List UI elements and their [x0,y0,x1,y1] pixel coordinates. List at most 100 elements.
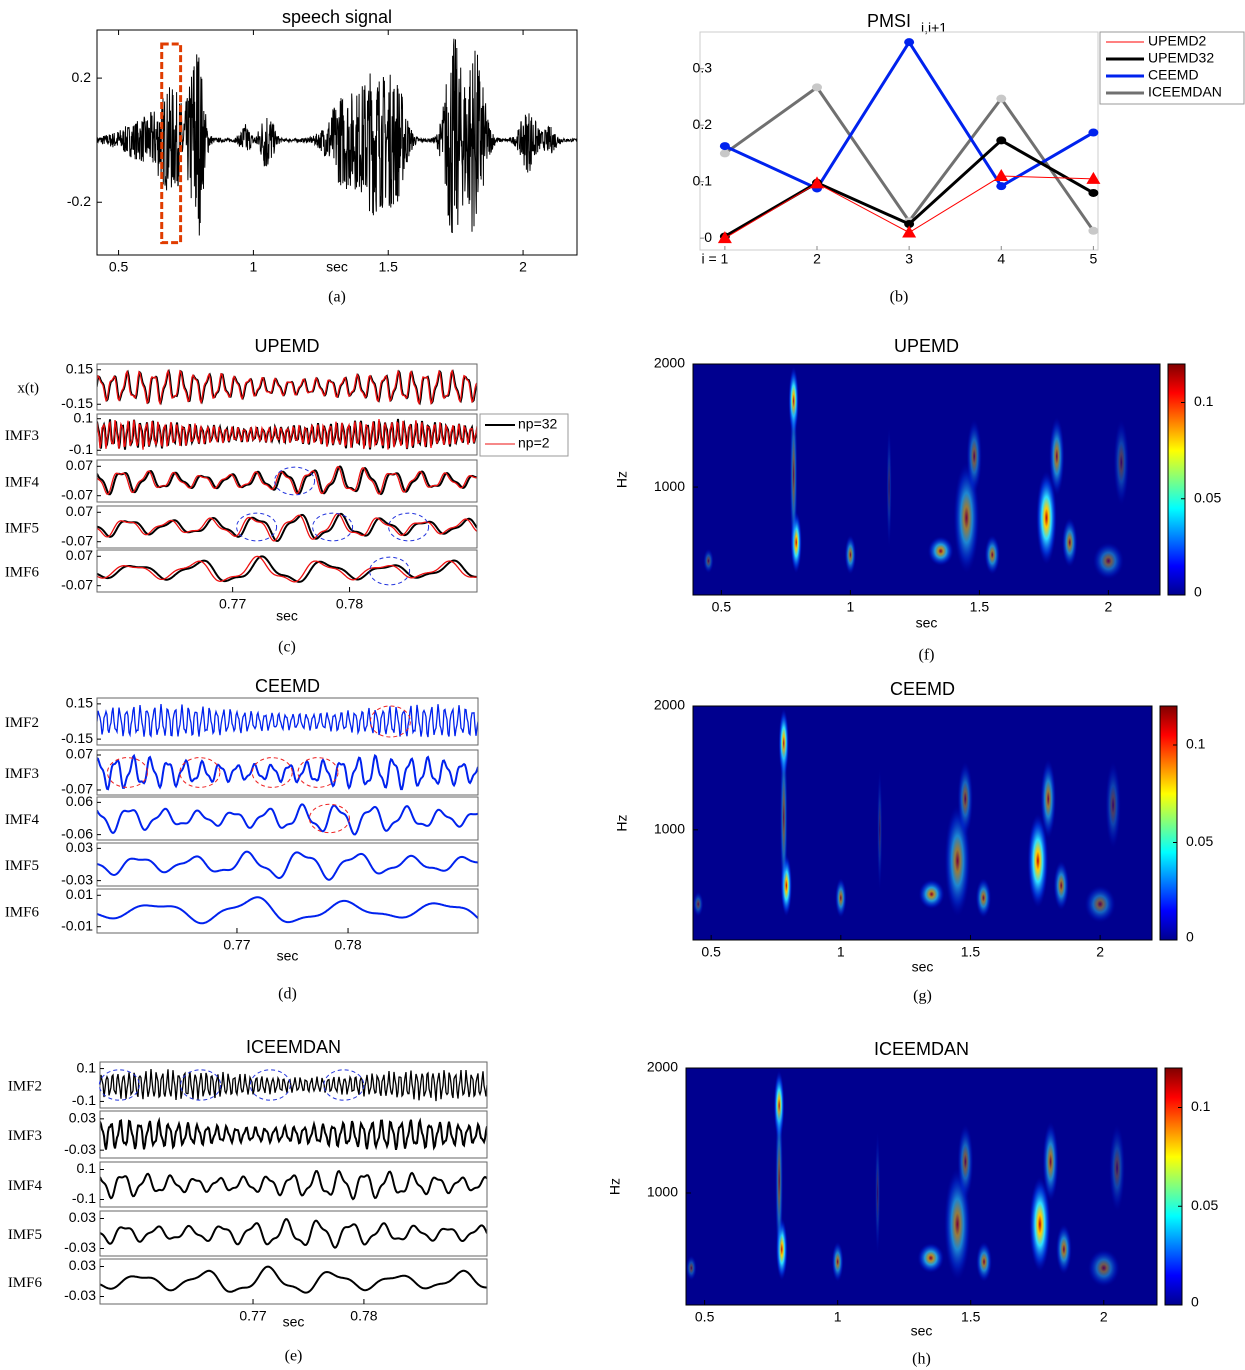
energy-blob [703,548,714,574]
energy-blob [1087,1249,1120,1287]
legend-box [479,413,569,457]
legend-label: np=32 [518,416,558,432]
component-trace [97,555,477,583]
component-trace [97,896,478,925]
energy-blob [1040,759,1057,839]
y-tick-label: 0.03 [69,1257,96,1273]
subplot-frame [96,413,478,456]
energy-blob [1092,542,1124,580]
energy-blob [917,1243,945,1273]
panel-title: CEEMD [890,679,955,699]
x-axis-label: sec [276,608,298,624]
energy-blob [1027,813,1049,908]
panel-title-subscript: i,i+1 [921,20,947,36]
y-tick-label: -0.1 [72,1092,96,1108]
marker [812,83,823,92]
annotation-ellipse [98,1069,140,1101]
row-label: x(t) [17,380,39,396]
caption: (a) [328,289,346,306]
subplot-frame [96,888,479,934]
colorbar-tick-label: 0.05 [1191,1197,1218,1213]
y-tick-label: 0.1 [77,1059,97,1075]
colorbar-tick-label: 0 [1194,584,1202,600]
energy-blob [927,536,954,566]
caption: (e) [285,1348,303,1365]
y-tick-label: 0.06 [66,793,93,809]
subplot-frame [96,697,479,746]
component-trace [97,465,477,496]
component-trace [100,1169,487,1201]
x-tick-label: 0.78 [336,596,363,612]
y-tick-label: 0.1 [693,172,713,188]
y-tick-label: 0.07 [66,457,93,473]
marker [994,169,1009,182]
x-tick-label: 0.5 [695,1309,715,1325]
row-label: IMF5 [5,520,39,536]
row-label: IMF4 [8,1178,43,1194]
component-trace [100,1265,487,1294]
spectrogram [693,364,1160,595]
caption: (b) [890,289,909,306]
energy-blob [976,1241,993,1282]
y-tick-label: 0.1 [77,1160,97,1176]
y-tick-label: 2000 [654,697,685,713]
y-tick-label: -0.06 [61,825,93,841]
marker [996,182,1007,191]
row-label: IMF5 [8,1227,42,1243]
colorbar-tick-label: 0 [1191,1294,1199,1310]
marker [996,136,1007,145]
y-tick-label: -0.2 [67,193,91,209]
y-tick-label: -0.03 [64,1287,96,1303]
x-tick-label: 0.78 [334,937,361,953]
component-trace [97,512,477,542]
y-tick-label: -0.15 [61,395,93,411]
plot-frame [96,29,578,256]
y-tick-label: -0.07 [61,486,93,502]
y-tick-label: -0.03 [61,871,93,887]
panel-title: ICEEMDAN [874,1039,969,1059]
annotation-ellipse [180,1069,222,1101]
colorbar [1167,363,1186,596]
y-axis-label: Hz [607,1178,623,1195]
x-tick-label: 0.5 [109,259,129,275]
plot-frame [692,363,1161,596]
energy-blob [984,535,1001,575]
spectrogram-bg [686,1068,1157,1305]
x-tick-label: 1 [846,599,854,615]
energy-blob [831,1241,844,1282]
marker [902,225,917,238]
energy-blob [1049,416,1065,496]
caption: (c) [278,639,296,656]
legend-label: UPEMD2 [1148,33,1207,49]
y-tick-label: -0.15 [61,730,93,746]
y-tick-label: 1000 [654,821,685,837]
energy-blob [1084,885,1116,923]
energy-blob [686,1255,697,1281]
marker [1088,188,1099,197]
energy-blob [693,891,704,917]
x-tick-label: 2 [519,259,527,275]
signal-trace [97,38,577,236]
x-tick-label: 1 [250,259,258,275]
legend-label: CEEMD [1148,67,1199,83]
energy-blob [957,1124,974,1200]
colorbar-tick-label: 0 [1186,929,1194,945]
component-trace [97,850,478,881]
marker [719,142,730,151]
energy-blob [835,878,847,918]
y-tick-label: 0.2 [693,116,713,132]
energy-blob [775,1093,784,1268]
y-tick-label: -0.03 [64,1141,96,1157]
subplot-frame [96,796,479,841]
marker [1086,171,1101,184]
x-tick-label: 5 [1089,251,1097,267]
energy-blob [886,425,892,549]
colorbar-tick-label: 0.1 [1194,393,1214,409]
row-label: IMF2 [5,715,39,731]
legend-label: UPEMD32 [1148,50,1214,66]
x-tick-label: 0.77 [239,1308,266,1324]
y-tick-label: 0.07 [66,503,93,519]
energy-blob [789,388,798,561]
energy-blob [1109,1124,1126,1212]
row-label: IMF2 [8,1078,42,1094]
